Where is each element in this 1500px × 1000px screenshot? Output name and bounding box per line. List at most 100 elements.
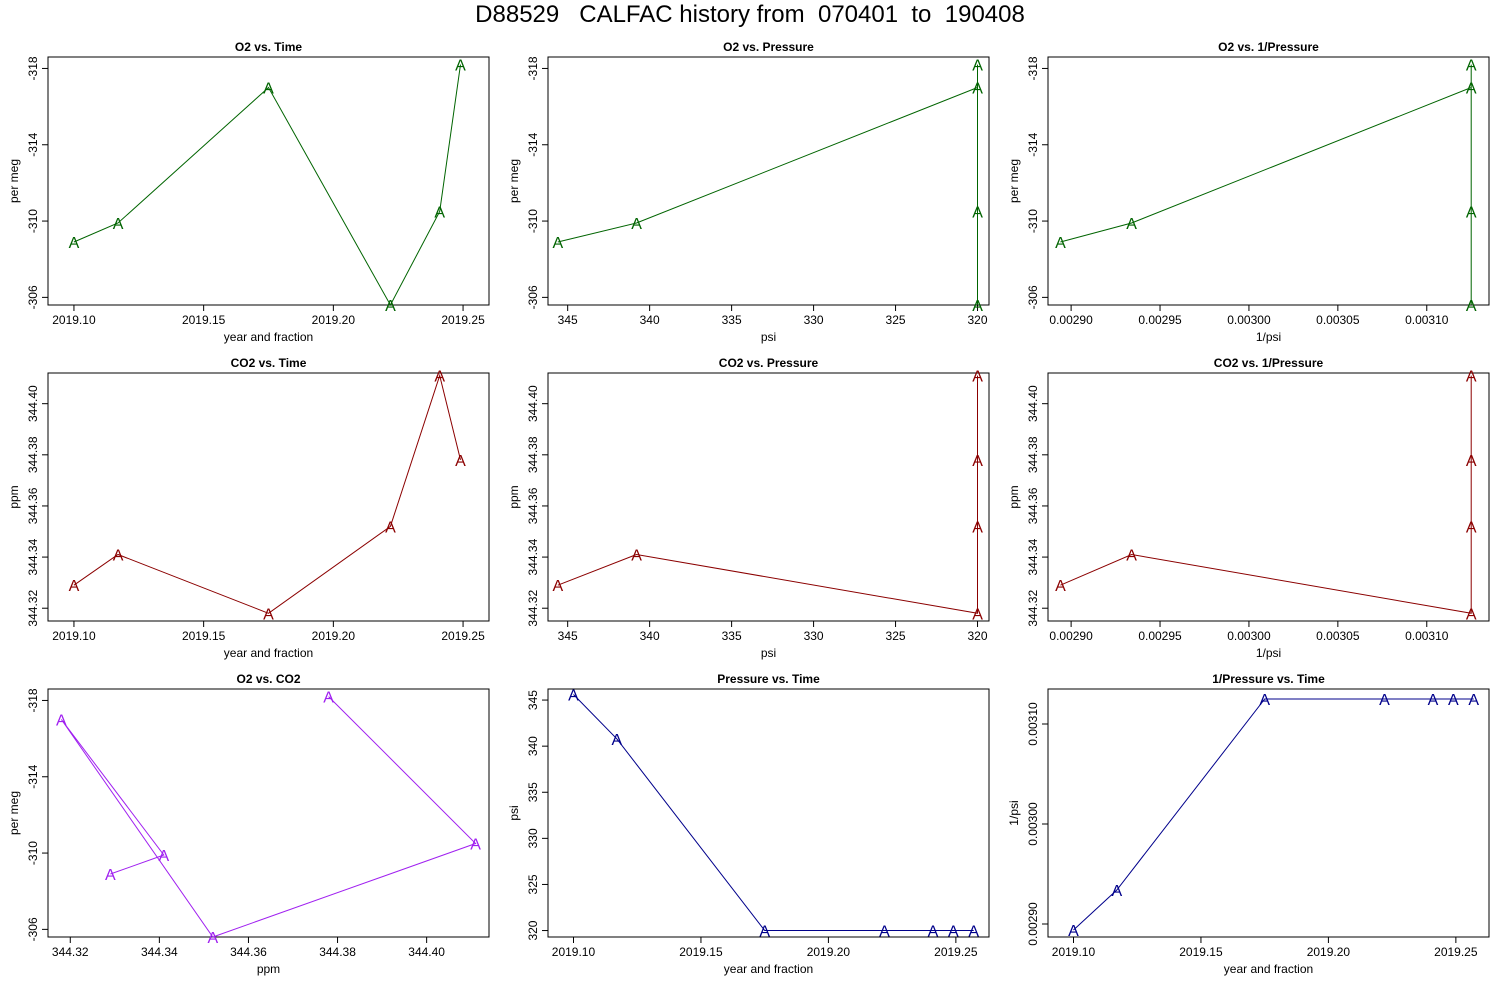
- series-line: [1060, 375, 1472, 614]
- data-point: A: [385, 298, 396, 315]
- chart-inv_pressure_vs_time: 1/Pressure vs. Time 2019.10 2019.15 2019.20…: [1007, 672, 1490, 976]
- y-axis-label: ppm: [1007, 485, 1021, 508]
- data-point: A: [385, 519, 396, 536]
- data-point: A: [1379, 692, 1390, 709]
- x-tick-label: 330: [804, 313, 824, 327]
- data-point: A: [1466, 519, 1477, 536]
- data-point: A: [1466, 81, 1477, 98]
- data-point: A: [69, 578, 80, 595]
- data-point: A: [434, 205, 445, 222]
- x-tick-label: 340: [640, 313, 660, 327]
- data-point: A: [455, 453, 466, 470]
- y-tick-label: 344.36: [1026, 487, 1040, 524]
- x-axis-label: year and fraction: [224, 330, 313, 344]
- x-axis-label: 1/psi: [1256, 646, 1281, 660]
- y-tick-label: -306: [526, 285, 540, 309]
- y-tick-label: 345: [526, 690, 540, 710]
- x-tick-label: 2019.20: [312, 629, 356, 643]
- chart-title: 1/Pressure vs. Time: [1212, 672, 1325, 686]
- series-line: [1060, 64, 1472, 305]
- y-tick-label: -306: [26, 285, 40, 309]
- x-tick-label: 2019.25: [441, 629, 485, 643]
- data-point: A: [158, 848, 169, 865]
- y-tick-label: 344.36: [26, 487, 40, 524]
- x-tick-label: 0.00290: [1049, 629, 1093, 643]
- plot-frame: [47, 688, 490, 938]
- y-axis-label: ppm: [7, 485, 21, 508]
- y-tick-label: 344.38: [1026, 436, 1040, 473]
- y-tick-label: 344.40: [1026, 385, 1040, 422]
- data-point: A: [972, 205, 983, 222]
- data-point: A: [972, 58, 983, 75]
- chart-title: O2 vs. Pressure: [723, 40, 814, 54]
- x-tick-label: 2019.20: [312, 313, 356, 327]
- data-point: A: [1055, 578, 1066, 595]
- data-point: A: [631, 548, 642, 565]
- chart-title: O2 vs. CO2: [236, 672, 300, 686]
- data-point: A: [1466, 298, 1477, 315]
- y-tick-label: 344.34: [526, 538, 540, 575]
- chart-title: O2 vs. 1/Pressure: [1218, 40, 1319, 54]
- y-axis-label: per meg: [7, 791, 21, 835]
- x-tick-label: 2019.25: [934, 945, 978, 959]
- y-tick-label: -314: [1026, 132, 1040, 156]
- x-tick-label: 344.32: [52, 945, 89, 959]
- x-tick-label: 345: [558, 629, 578, 643]
- data-point: A: [553, 235, 564, 252]
- x-tick-label: 344.34: [141, 945, 178, 959]
- x-tick-label: 340: [640, 629, 660, 643]
- page-title: D88529 CALFAC history from 070401 to 190…: [475, 1, 1025, 28]
- data-point: A: [207, 930, 218, 947]
- chart-co2_vs_inv_pressure: CO2 vs. 1/Pressure 0.00290 0.00295 0.00300 0…: [1007, 356, 1490, 660]
- y-axis-label: psi: [507, 805, 521, 820]
- y-tick-label: -318: [526, 56, 540, 80]
- data-point: A: [1468, 692, 1479, 709]
- chart-title: O2 vs. Time: [235, 40, 302, 54]
- y-tick-label: 344.34: [26, 538, 40, 575]
- y-tick-label: 344.38: [526, 436, 540, 473]
- data-point: A: [972, 453, 983, 470]
- data-point: A: [434, 369, 445, 386]
- plot-frame: [1047, 688, 1490, 938]
- y-tick-label: -314: [26, 132, 40, 156]
- x-tick-label: 2019.20: [807, 945, 851, 959]
- data-point: A: [972, 606, 983, 623]
- data-point: A: [1466, 58, 1477, 75]
- x-tick-label: 2019.15: [182, 629, 226, 643]
- chart-o2_vs_co2: O2 vs. CO2 344.32 344.34 344.36 344.38 344.40…: [7, 672, 490, 976]
- data-point: A: [1055, 235, 1066, 252]
- series-line: [1073, 698, 1474, 931]
- series-line: [73, 64, 461, 307]
- x-tick-label: 0.00295: [1138, 629, 1182, 643]
- data-point: A: [1466, 205, 1477, 222]
- x-axis-label: 1/psi: [1256, 330, 1281, 344]
- data-point: A: [879, 924, 890, 941]
- chart-title: CO2 vs. Time: [231, 356, 307, 370]
- y-tick-label: -310: [526, 209, 540, 233]
- data-point: A: [631, 216, 642, 233]
- data-point: A: [470, 837, 481, 854]
- x-tick-label: 335: [722, 629, 742, 643]
- y-tick-label: 320: [526, 920, 540, 940]
- y-tick-label: 344.38: [26, 436, 40, 473]
- x-tick-label: 320: [968, 313, 988, 327]
- y-tick-label: 0.00300: [1026, 802, 1040, 846]
- x-axis-label: year and fraction: [224, 646, 313, 660]
- y-tick-label: 340: [526, 736, 540, 756]
- plot-frame: [1047, 372, 1490, 622]
- x-tick-label: 2019.25: [1434, 945, 1478, 959]
- x-tick-label: 0.00305: [1316, 629, 1360, 643]
- data-point: A: [113, 548, 124, 565]
- y-tick-label: 0.00290: [1026, 902, 1040, 946]
- series-line: [73, 373, 461, 614]
- data-point: A: [568, 688, 579, 705]
- x-tick-label: 2019.15: [182, 313, 226, 327]
- x-tick-label: 0.00295: [1138, 313, 1182, 327]
- data-point: A: [948, 924, 959, 941]
- x-tick-label: 0.00310: [1405, 629, 1449, 643]
- y-tick-label: -306: [1026, 285, 1040, 309]
- data-point: A: [1259, 692, 1270, 709]
- y-tick-label: 325: [526, 874, 540, 894]
- x-tick-label: 0.00290: [1049, 313, 1093, 327]
